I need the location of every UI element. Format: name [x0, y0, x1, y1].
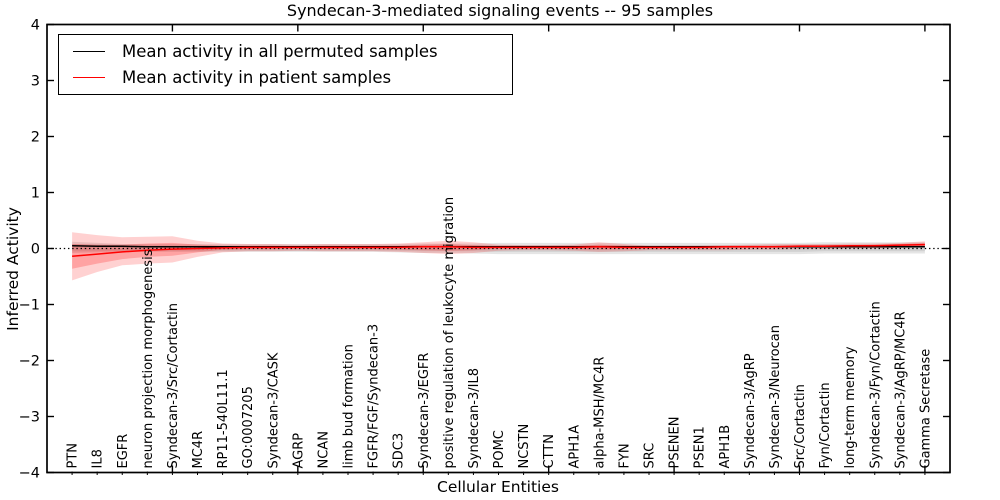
- x-category-label: alpha-MSH/MC4R: [592, 357, 607, 469]
- x-category-label: NCSTN: [517, 424, 532, 469]
- x-category-label: PTN: [66, 443, 81, 469]
- legend-entry-patient: Mean activity in patient samples: [59, 65, 512, 91]
- x-category-label: Syndecan-3/IL8: [467, 368, 482, 468]
- x-category-label: MC4R: [191, 431, 206, 469]
- legend-line-patient-icon: [73, 77, 105, 79]
- x-category-label: Syndecan-3/Neurocan: [768, 325, 783, 468]
- y-tick-label: −4: [19, 466, 40, 482]
- y-tick-label: −3: [19, 410, 40, 426]
- x-category-label: CTTN: [542, 434, 557, 468]
- x-category-label: positive regulation of leukocyte migrati…: [442, 197, 457, 469]
- legend: Mean activity in all permuted samples Me…: [58, 34, 513, 95]
- y-tick-label: 3: [31, 74, 40, 90]
- x-category-label: PSEN1: [693, 426, 708, 468]
- legend-label-permuted: Mean activity in all permuted samples: [122, 41, 438, 61]
- series-line-patient: [72, 243, 925, 258]
- x-category-label: Syndecan-3/AgRP/MC4R: [893, 311, 908, 468]
- x-category-label: APH1A: [567, 425, 582, 469]
- y-tick-label: 4: [31, 18, 40, 34]
- legend-label-patient: Mean activity in patient samples: [122, 68, 392, 88]
- x-category-label: Syndecan-3/Fyn/Cortactin: [868, 301, 883, 468]
- x-category-label: Syndecan-3/Src/Cortactin: [166, 303, 181, 469]
- chart-title: Syndecan-3-mediated signaling events -- …: [286, 1, 714, 20]
- x-category-label: Syndecan-3/EGFR: [417, 353, 432, 469]
- x-category-label: long-term memory: [843, 346, 858, 468]
- x-category-label: APH1B: [718, 425, 733, 469]
- x-category-label: RP11-540L11.1: [216, 369, 231, 468]
- y-tick-label: 2: [31, 130, 40, 146]
- legend-entry-permuted: Mean activity in all permuted samples: [59, 38, 512, 64]
- y-tick-label: −1: [19, 298, 40, 314]
- x-category-label: SDC3: [392, 433, 407, 469]
- y-tick-label: 1: [31, 186, 40, 202]
- x-category-label: GO:0007205: [241, 386, 256, 468]
- x-category-label: FGFR/FGF/Syndecan-3: [367, 324, 382, 469]
- legend-line-permuted-icon: [73, 50, 105, 52]
- y-tick-label: 0: [31, 242, 40, 258]
- x-category-label: IL8: [91, 449, 106, 468]
- x-category-label: FYN: [617, 443, 632, 468]
- x-category-label: Syndecan-3/CASK: [266, 352, 281, 468]
- x-category-label: Src/Cortactin: [793, 384, 808, 468]
- x-category-label: AGRP: [291, 433, 306, 469]
- x-category-label: NCAN: [316, 431, 331, 468]
- x-category-label: Gamma Secretase: [918, 349, 933, 469]
- x-category-label: SRC: [643, 443, 658, 469]
- x-category-label: limb bud formation: [342, 344, 357, 468]
- band-patient-ci-outer: [72, 232, 925, 281]
- x-axis-label: Cellular Entities: [437, 478, 559, 496]
- x-category-label: EGFR: [116, 434, 131, 469]
- y-tick-label: −2: [19, 354, 40, 370]
- x-category-label: Fyn/Cortactin: [818, 382, 833, 468]
- x-category-label: Syndecan-3/AgRP: [743, 353, 758, 468]
- axes-frame: [46, 23, 951, 474]
- x-category-label: PSENEN: [668, 417, 683, 469]
- x-category-label: neuron projection morphogenesis: [141, 249, 156, 468]
- x-category-label: POMC: [492, 430, 507, 468]
